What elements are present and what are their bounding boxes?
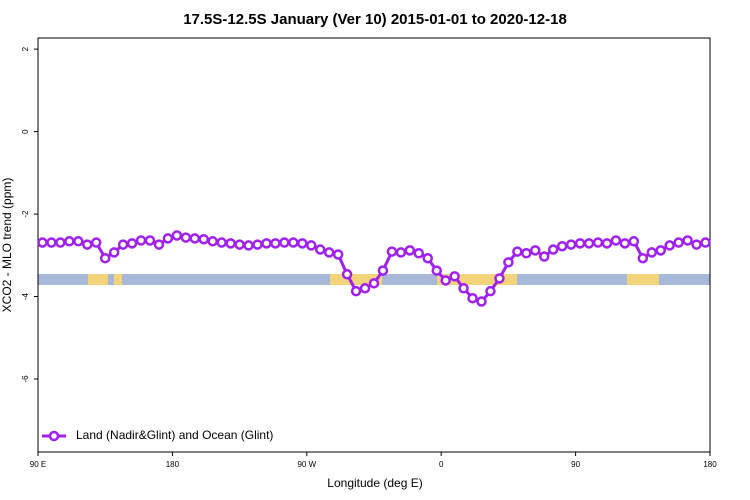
legend-marker (48, 430, 60, 442)
data-point (404, 245, 416, 256)
data-point (503, 257, 514, 268)
y-axis-label: XCO2 - MLO trend (ppm) (0, 178, 14, 313)
data-point (198, 233, 210, 245)
data-point (350, 285, 362, 297)
land-patch (627, 274, 659, 285)
data-point (610, 235, 622, 246)
data-point (619, 238, 631, 249)
data-point (646, 247, 658, 258)
data-point (565, 239, 577, 250)
data-point (279, 237, 290, 248)
data-point (37, 237, 48, 248)
data-point (261, 238, 272, 249)
y-tick-label: -2 (21, 210, 30, 218)
data-point (64, 236, 75, 247)
data-point (691, 239, 702, 250)
x-tick-label: 0 (439, 460, 444, 469)
data-point (368, 278, 380, 289)
data-point (252, 239, 263, 250)
legend-label: Land (Nadir&Glint) and Ocean (Glint) (76, 428, 273, 442)
data-point (135, 235, 147, 246)
data-point (162, 233, 174, 244)
data-point (431, 265, 442, 276)
y-tick-label: 0 (21, 129, 30, 134)
data-point (73, 236, 84, 247)
data-point (332, 249, 344, 260)
data-point (126, 238, 138, 249)
chart-title: 17.5S-12.5S January (Ver 10) 2015-01-01 … (183, 11, 567, 28)
data-point (171, 230, 183, 241)
data-point (530, 245, 541, 256)
data-point (288, 237, 299, 248)
data-point (377, 265, 389, 276)
data-point (243, 240, 254, 251)
data-point (117, 239, 129, 250)
data-point (512, 246, 523, 257)
y-tick-label: 2 (21, 46, 30, 51)
data-point (655, 245, 666, 256)
data-point (494, 273, 505, 284)
data-point (556, 240, 568, 252)
x-tick-label: 180 (703, 460, 717, 469)
data-point (485, 285, 496, 297)
data-point (664, 240, 675, 251)
data-point (341, 269, 353, 280)
data-point (386, 246, 398, 257)
data-point (207, 236, 218, 247)
data-point (225, 238, 236, 249)
data-point (314, 244, 326, 255)
data-point (583, 238, 595, 249)
data-point (673, 237, 684, 248)
x-tick-label: 180 (166, 460, 180, 469)
data-point (574, 238, 586, 249)
data-point (395, 247, 407, 258)
data-point (476, 296, 487, 307)
data-point (547, 244, 559, 255)
data-point (359, 283, 371, 294)
data-point (216, 237, 227, 248)
data-point (297, 238, 308, 249)
data-point (682, 235, 693, 246)
data-point (189, 233, 201, 244)
data-point (538, 251, 550, 262)
x-axis-label: Longitude (deg E) (327, 476, 422, 490)
land-patch (330, 274, 382, 285)
x-tick-label: 90 W (297, 460, 316, 469)
data-point (422, 252, 434, 264)
y-tick-label: -4 (21, 292, 30, 300)
data-point (601, 238, 613, 249)
data-point (180, 232, 192, 243)
data-point (592, 237, 604, 248)
data-point (323, 247, 335, 258)
land-patch (437, 274, 517, 285)
x-tick-label: 90 E (30, 460, 46, 469)
data-point (306, 240, 317, 251)
data-point (440, 275, 451, 286)
data-point (413, 247, 425, 259)
data-point (637, 252, 649, 264)
data-point (82, 239, 93, 250)
land-patch (114, 274, 122, 285)
data-point (55, 237, 66, 248)
data-point (90, 237, 102, 248)
data-point (628, 236, 640, 247)
data-point (46, 237, 57, 248)
y-tick-label: -6 (21, 375, 30, 383)
data-point (521, 247, 532, 259)
data-point (153, 239, 165, 250)
data-point (449, 271, 460, 282)
data-point (108, 247, 120, 258)
data-point (270, 238, 281, 249)
data-point (467, 292, 478, 304)
data-point (144, 235, 156, 246)
data-point (234, 239, 245, 250)
data-point (99, 252, 111, 264)
land-patch (88, 274, 108, 285)
data-point (700, 237, 711, 248)
data-point (458, 283, 469, 294)
x-tick-label: 90 (571, 460, 580, 469)
